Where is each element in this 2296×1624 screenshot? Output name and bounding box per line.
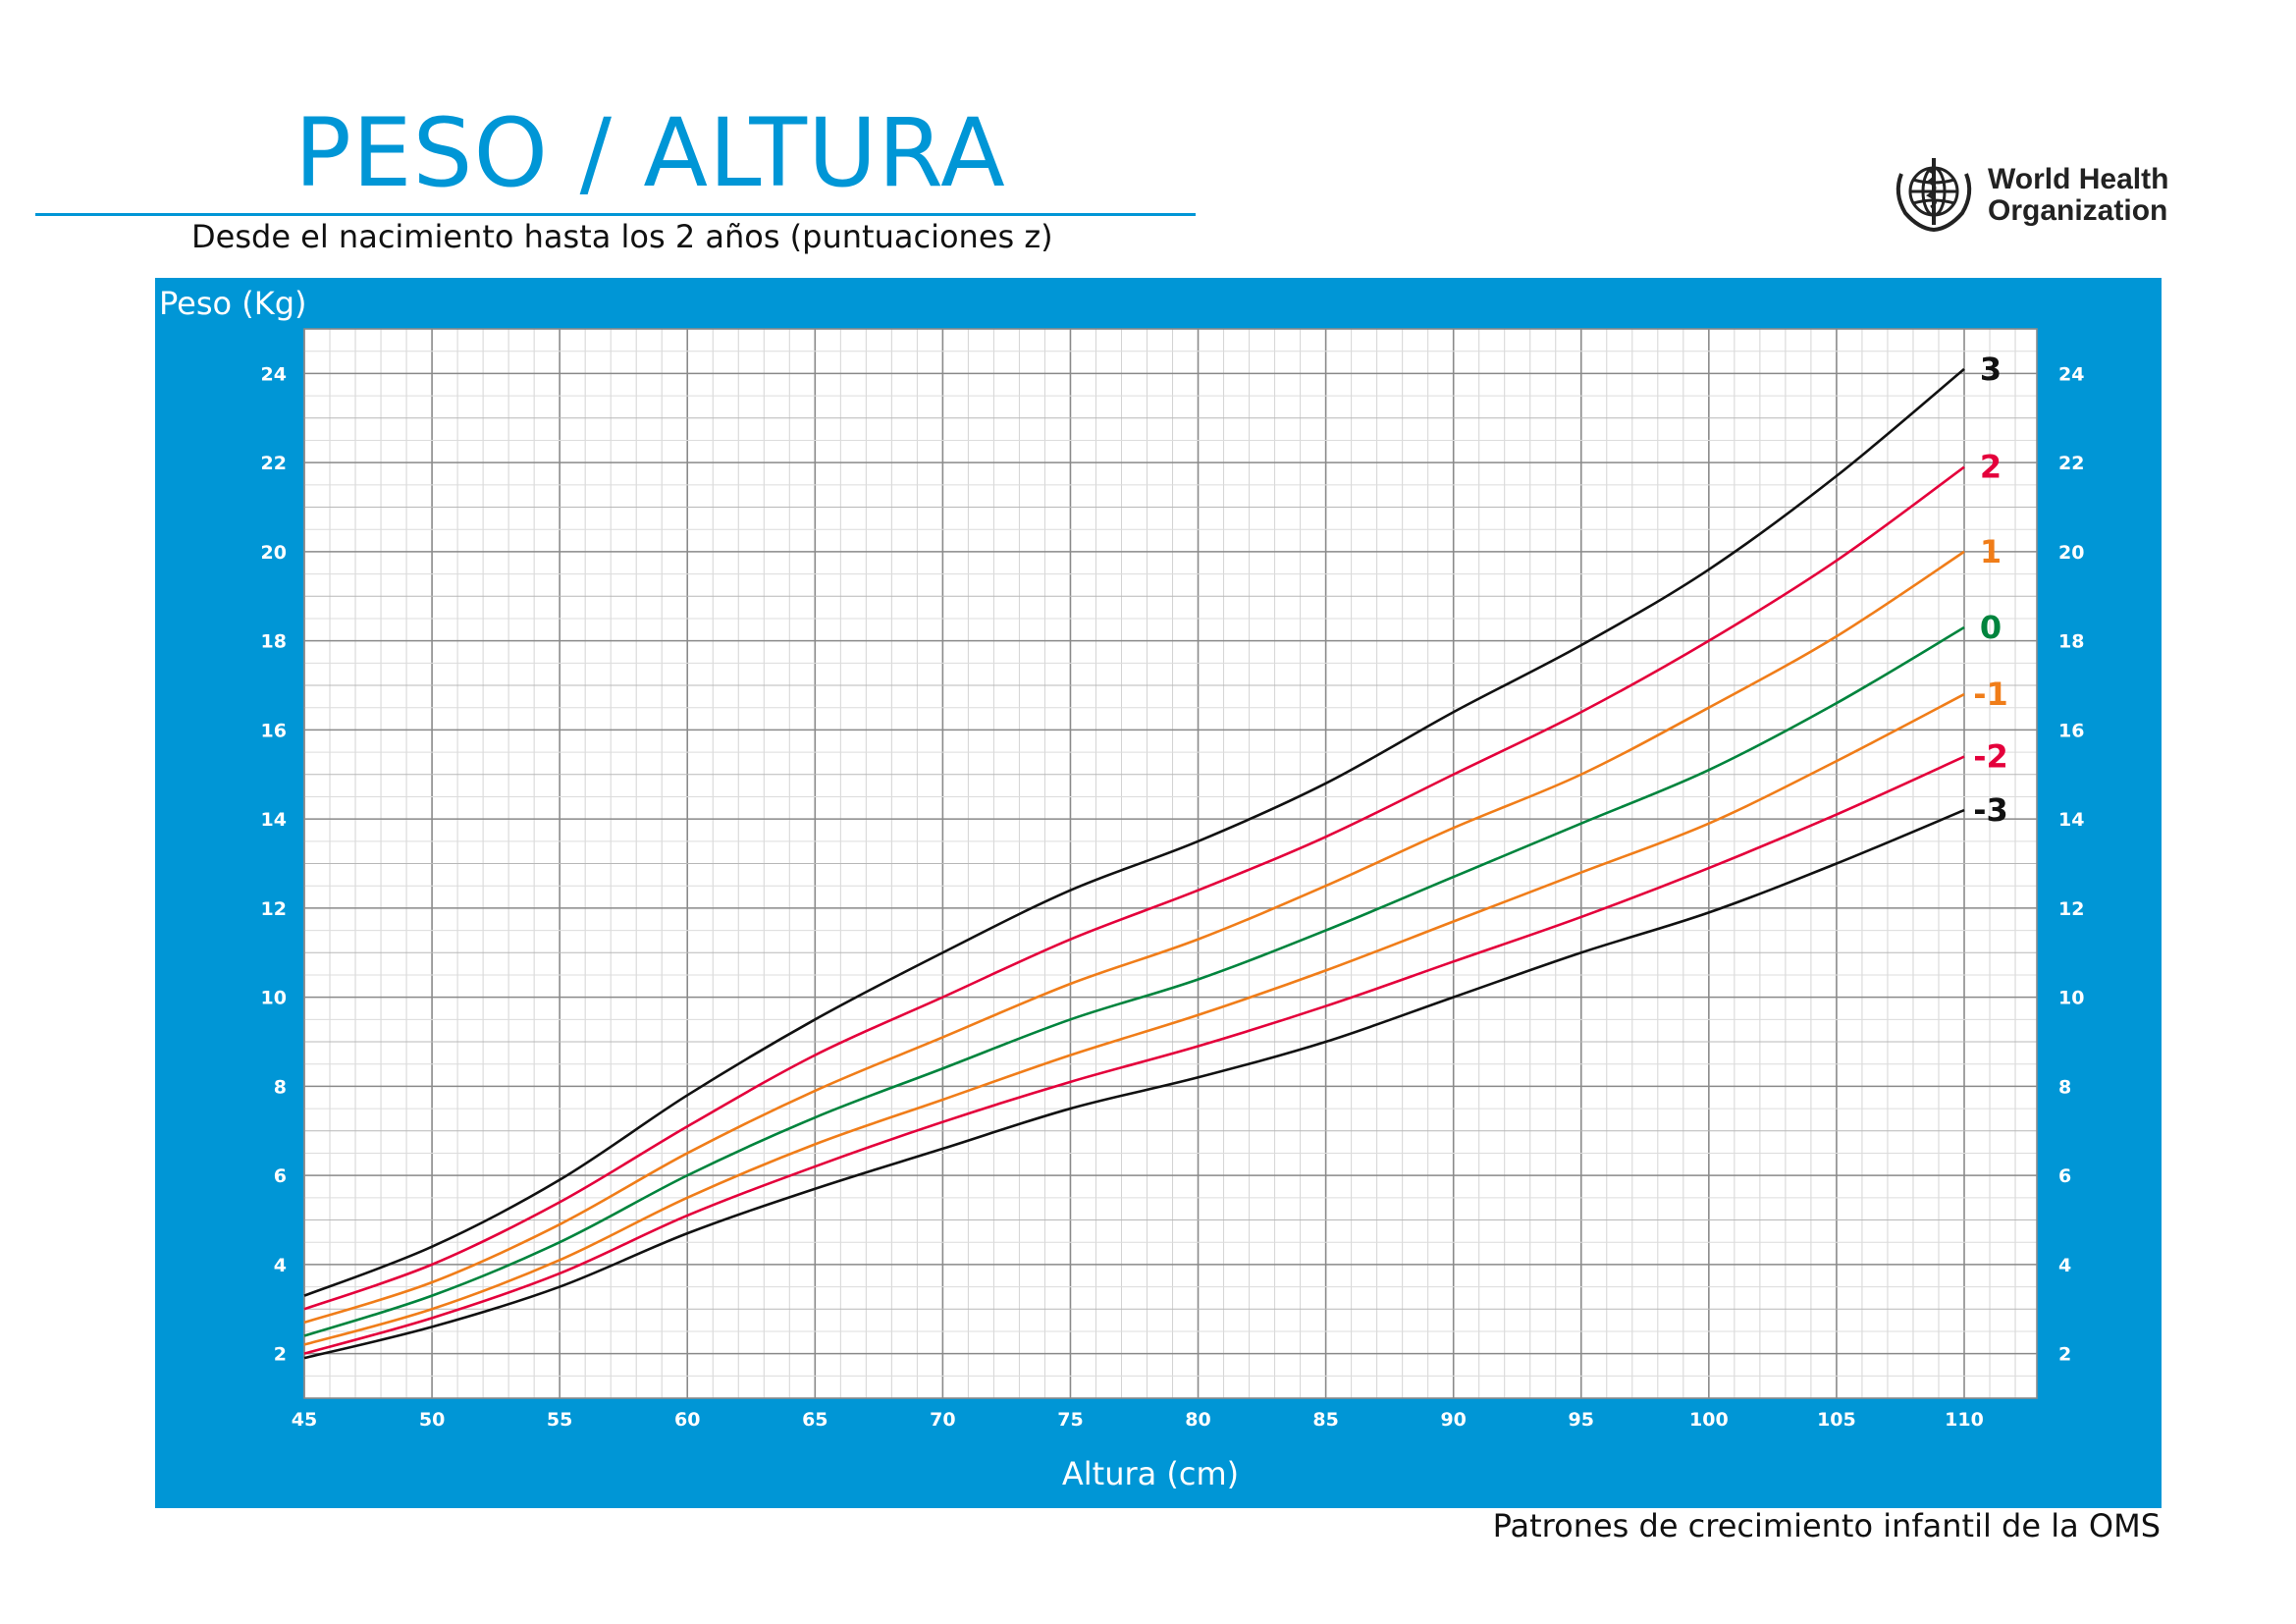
series-lines (303, 367, 1965, 1360)
x-tick-label: 75 (1057, 1409, 1083, 1431)
y-tick-label-right: 16 (2058, 720, 2084, 741)
y-tick-label-right: 22 (2058, 453, 2084, 474)
y-axis-label: Peso (Kg) (159, 285, 307, 322)
who-logo-line2: Organization (1988, 194, 2168, 227)
x-tick-label: 50 (419, 1409, 445, 1431)
y-tick-label-right: 24 (2058, 363, 2084, 385)
y-tick-label-left: 22 (261, 453, 287, 474)
y-tick-label-right: 18 (2058, 631, 2084, 653)
z-label: 2 (1980, 449, 2002, 486)
y-tick-label-right: 8 (2058, 1076, 2071, 1098)
x-tick-label: 105 (1817, 1409, 1856, 1431)
footer-note: Patrones de crecimiento infantil de la O… (1492, 1507, 2161, 1544)
y-tick-label-right: 4 (2058, 1255, 2071, 1276)
y-tick-label-left: 20 (261, 542, 287, 564)
y-tick-label-left: 16 (261, 720, 287, 741)
who-logo-line1: World Health (1988, 163, 2169, 195)
z-label: -3 (1973, 791, 2008, 829)
x-tick-label: 70 (930, 1409, 955, 1431)
series-line-z0 (303, 625, 1965, 1337)
y-tick-label-left: 4 (274, 1255, 287, 1276)
z-label: 1 (1980, 533, 2002, 570)
x-tick-label: 60 (674, 1409, 700, 1431)
grid (303, 328, 2038, 1399)
z-score-labels: 3 2 1 0 -1 -2 -3 (1973, 351, 2008, 829)
series-line-zneg2 (303, 755, 1965, 1355)
series-line-zneg1 (303, 692, 1965, 1346)
page-subtitle: Desde el nacimiento hasta los 2 años (pu… (191, 218, 1053, 255)
x-axis-label: Altura (cm) (1062, 1455, 1239, 1492)
x-tick-label: 90 (1440, 1409, 1466, 1431)
y-tick-label-left: 24 (261, 363, 287, 385)
y-tick-label-right: 6 (2058, 1165, 2071, 1187)
plot-border (303, 328, 2038, 1399)
series-line-zneg3 (303, 808, 1965, 1360)
y-tick-label-left: 10 (261, 988, 287, 1009)
y-tick-label-right: 12 (2058, 898, 2084, 920)
title-underline (35, 213, 1196, 216)
series-line-z1 (303, 550, 1965, 1325)
y-tick-label-right: 14 (2058, 809, 2084, 831)
page-title: PESO / ALTURA (294, 98, 1006, 208)
x-tick-label: 110 (1945, 1409, 1984, 1431)
x-tick-label: 55 (547, 1409, 572, 1431)
y-tick-label-left: 14 (261, 809, 287, 831)
x-tick-label: 95 (1569, 1409, 1594, 1431)
y-tick-label-left: 8 (274, 1076, 287, 1098)
z-label: -1 (1973, 676, 2008, 713)
x-tick-label: 45 (292, 1409, 317, 1431)
y-tick-label-right: 10 (2058, 988, 2084, 1009)
x-tick-label: 100 (1689, 1409, 1729, 1431)
z-label: -2 (1973, 738, 2008, 776)
x-tick-label: 85 (1312, 1409, 1338, 1431)
series-line-z3 (303, 367, 1965, 1297)
who-emblem-icon (1896, 158, 1972, 233)
y-tick-label-left: 6 (274, 1165, 287, 1187)
x-tick-label: 80 (1185, 1409, 1210, 1431)
x-tick-labels: 45 50 55 60 65 70 75 80 85 90 95 100 105 110 (292, 1409, 1984, 1431)
z-label: 3 (1980, 351, 2002, 388)
who-logo: World Health Organization (1890, 152, 2168, 236)
y-tick-label-left: 12 (261, 898, 287, 920)
y-tick-label-left: 2 (274, 1344, 287, 1366)
x-tick-label: 65 (802, 1409, 828, 1431)
z-label: 0 (1980, 609, 2002, 646)
y-tick-label-left: 18 (261, 631, 287, 653)
series-line-z2 (303, 465, 1965, 1311)
y-tick-label-right: 2 (2058, 1344, 2071, 1366)
y-tick-label-right: 20 (2058, 542, 2084, 564)
